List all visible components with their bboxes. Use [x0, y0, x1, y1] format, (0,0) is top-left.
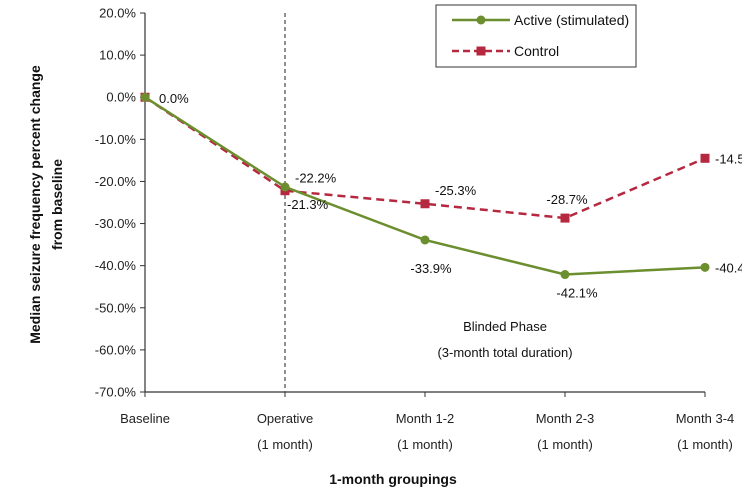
- legend-active-label: Active (stimulated): [514, 12, 629, 28]
- control-point: [560, 213, 570, 223]
- legend-active-marker: [476, 15, 486, 25]
- active-point: [560, 270, 570, 280]
- x-tick-label: (1 month): [677, 437, 733, 452]
- y-axis-title-line: Median seizure frequency percent change: [27, 65, 43, 344]
- active-data-label: 0.0%: [159, 91, 189, 106]
- y-tick-label: -70.0%: [95, 385, 137, 400]
- active-point: [140, 92, 150, 102]
- y-tick-label: -20.0%: [95, 174, 137, 189]
- y-tick-label: -40.0%: [95, 258, 137, 273]
- y-tick-label: 0.0%: [106, 90, 136, 105]
- control-point: [700, 153, 710, 163]
- x-axis-ticks: Baseline Operative (1 month) Month 1-2 (1 mo…: [120, 392, 734, 452]
- active-data-label: -33.9%: [410, 261, 452, 276]
- x-tick-label: Month 1-2: [396, 411, 455, 426]
- data-labels: 0.0% -22.2% -21.3% -25.3% -33.9% -28.7% -42.1%…: [159, 91, 742, 300]
- y-axis-title-line: from baseline: [49, 159, 65, 250]
- x-axis-title: 1-month groupings: [329, 471, 457, 487]
- y-tick-label: -60.0%: [95, 342, 137, 357]
- blinded-phase-note: Blinded Phase: [463, 319, 547, 334]
- y-tick-label: -10.0%: [95, 132, 137, 147]
- control-data-label: -22.2%: [295, 171, 337, 186]
- active-data-label: -21.3%: [287, 197, 329, 212]
- legend-control-label: Control: [514, 43, 559, 59]
- x-tick-label: (1 month): [537, 437, 593, 452]
- y-axis-ticks: 20.0% 10.0% 0.0% -10.0% -20.0% -30.0% -40.0% -5…: [95, 6, 145, 400]
- legend-box: [435, 4, 637, 68]
- x-tick-label: Operative: [257, 411, 313, 426]
- legend-control-marker: [476, 46, 486, 56]
- x-tick-label: (1 month): [397, 437, 453, 452]
- y-tick-label: 20.0%: [99, 6, 136, 21]
- legend: Active (stimulated) Control: [435, 4, 637, 68]
- control-data-label: -14.5%: [715, 151, 742, 166]
- active-point: [700, 262, 710, 272]
- series-group: [140, 92, 710, 280]
- x-tick-label: (1 month): [257, 437, 313, 452]
- active-data-label: -40.4%: [715, 260, 742, 275]
- active-point: [420, 235, 430, 245]
- control-point: [420, 199, 430, 209]
- active-point: [280, 182, 290, 192]
- x-tick-label: Baseline: [120, 411, 170, 426]
- y-tick-label: 10.0%: [99, 48, 136, 63]
- series-line-active: [144, 96, 706, 276]
- control-data-label: -25.3%: [435, 183, 477, 198]
- control-data-label: -28.7%: [546, 192, 588, 207]
- x-tick-label: Month 2-3: [536, 411, 595, 426]
- y-tick-label: -50.0%: [95, 300, 137, 315]
- y-tick-label: -30.0%: [95, 216, 137, 231]
- active-data-label: -42.1%: [556, 286, 598, 301]
- x-tick-label: Month 3-4: [676, 411, 735, 426]
- blinded-phase-duration-note: (3-month total duration): [437, 345, 572, 360]
- y-axis-title: Median seizure frequency percent change f…: [27, 65, 65, 344]
- series-line-control: [144, 96, 706, 220]
